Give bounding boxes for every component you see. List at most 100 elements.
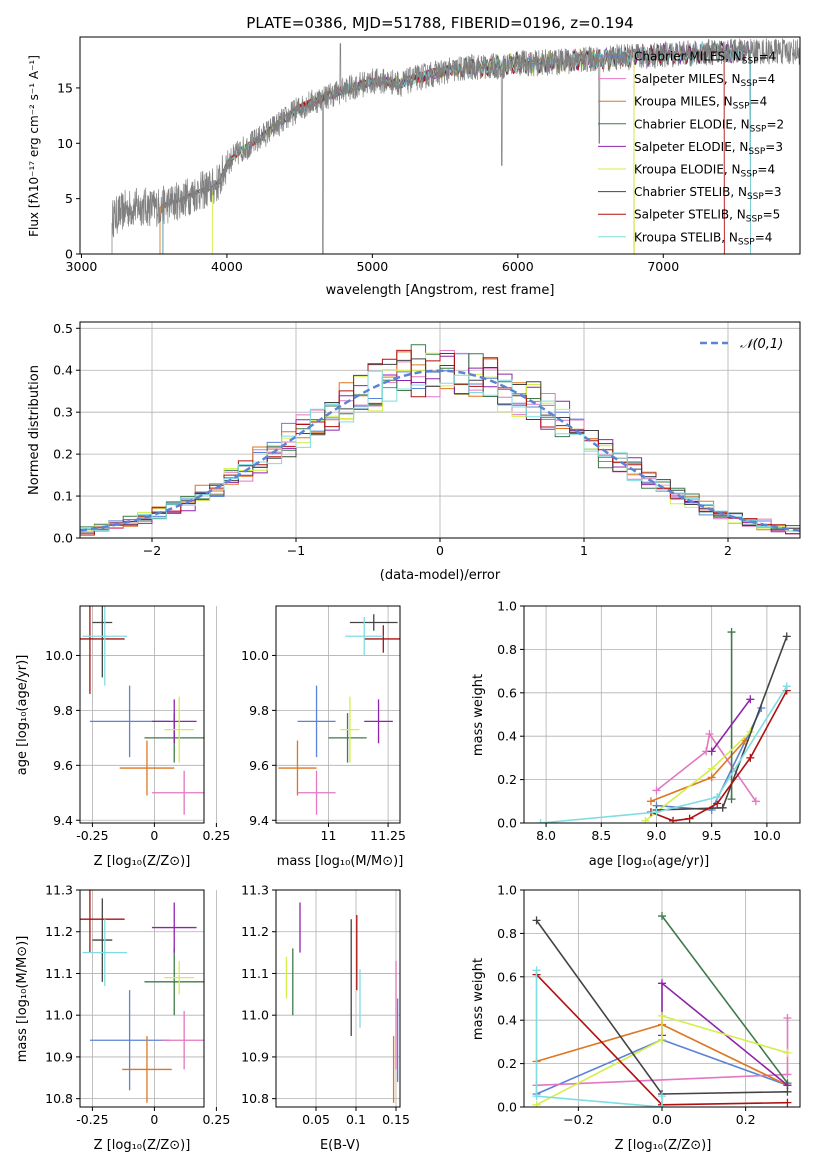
weight_vs_age-ytick-label: 0.4	[497, 729, 517, 744]
spectrum-xtick-label: 4000	[211, 259, 243, 274]
weight-point-marker	[707, 764, 716, 773]
legend-label: Chabrier ELODIE, NSSP=2	[634, 117, 784, 134]
legend-nssp: =4	[757, 72, 775, 86]
weight-point-marker	[658, 1035, 666, 1044]
mass_vs_Z-frame	[79, 889, 205, 1108]
weight-point-marker	[532, 1100, 541, 1107]
age_vs_mass-xtick-label: 11	[321, 828, 337, 843]
weight-point-marker	[658, 1011, 666, 1020]
weight-point-marker	[783, 1070, 792, 1079]
spectrum-xtick-label: 7000	[647, 259, 679, 274]
weight-z-xlabel: Z [log₁₀(Z/Z⊙)]	[615, 1138, 712, 1153]
legend-subscript: SSP	[733, 102, 750, 112]
spectrum-xtick-label: 3000	[66, 259, 98, 274]
weight-series-line	[656, 731, 757, 802]
mass_vs_Z-xtick-label: 0	[150, 1112, 158, 1127]
legend-nssp: =4	[757, 163, 775, 177]
weight_vs_age-ytick-label: 0.6	[497, 685, 517, 700]
weight-point-marker	[536, 819, 545, 823]
spectrum-frame	[79, 36, 801, 255]
age_vs_Z-xtick-label: -0.25	[76, 828, 108, 843]
spectrum-legend: Chabrier MILES, NSSP=4 Salpeter MILES, NS…	[598, 50, 784, 247]
age-vs-metallicity-panel: -0.25 0 0.25 9.4 9.6 9.8 10.0	[45, 605, 230, 843]
legend-label: Kroupa MILES, NSSP=4	[634, 95, 767, 112]
spectrum-ytick-label: 15	[57, 80, 73, 95]
weight-point-marker	[685, 814, 694, 823]
weight_vs_age-ytick-label: 1.0	[497, 599, 517, 614]
weight-point-marker	[658, 979, 666, 988]
legend-label: Kroupa STELIB, NSSP=4	[634, 230, 772, 247]
normal-legend-label: 𝒩(0,1)	[740, 337, 783, 352]
legend-subscript: SSP	[746, 215, 763, 225]
histogram-xtick-label: 0	[436, 543, 444, 558]
mass_vs_Z-ytick-label: 11.2	[45, 924, 73, 939]
weight-point-marker	[705, 730, 714, 739]
weight-point-marker	[669, 816, 678, 823]
observed-spectrum-line	[111, 38, 800, 254]
histogram-legend: 𝒩(0,1)	[700, 337, 783, 352]
weight_vs_age-ytick-label: 0.8	[497, 642, 517, 657]
histogram-ylabel: Normed distribution	[27, 365, 42, 495]
mass_vs_ebv-xtick-label: 0.15	[382, 1112, 410, 1127]
weight-point-marker	[746, 695, 755, 704]
mass_vs_ebv-ytick-label: 11.3	[241, 883, 269, 898]
mass_vs_Z-xtick-label: 0.25	[202, 1112, 230, 1127]
mass_vs_ebv-ytick-label: 10.9	[241, 1049, 269, 1064]
histogram-xtick-label: 2	[724, 543, 732, 558]
age_vs_mass-ytick-label: 9.8	[249, 703, 269, 718]
mass_vs_ebv-ytick-label: 11.2	[241, 924, 269, 939]
weight_vs_age-frame	[523, 605, 801, 824]
weight-point-marker	[532, 966, 541, 975]
mass_vs_ebv-ytick-label: 11.0	[241, 1008, 269, 1023]
mass-vs-extinction-panel: 0.05 0.1 0.15 10.8 10.9 11.0 11.1 11.2 11.3	[241, 883, 410, 1128]
weight_vs_age-xtick-label: 9.0	[647, 828, 667, 843]
age-vs-mass-panel: 11 11.25 9.4 9.6 9.8 10.0	[241, 605, 406, 843]
weight-series-line	[650, 690, 788, 822]
weight-series-line	[661, 915, 789, 1084]
spectrum-xlabel: wavelength [Angstrom, rest frame]	[326, 283, 555, 298]
spectrum-xtick-label: 5000	[356, 259, 388, 274]
weight-point-marker	[746, 753, 755, 762]
mass_vs_Z-ytick-label: 10.9	[45, 1049, 73, 1064]
weight-point-marker	[532, 916, 541, 925]
spectrum-ytick-label: 5	[65, 191, 73, 206]
histogram-plot-area	[80, 344, 800, 536]
weight_vs_Z-ytick-label: 1.0	[497, 883, 517, 898]
weight-point-marker	[658, 912, 666, 921]
mass_vs_ebv-xtick-label: 0.05	[302, 1112, 330, 1127]
weight-point-marker	[783, 1048, 792, 1057]
weight-point-marker	[658, 1103, 666, 1107]
age-mass-xlabel: mass [log₁₀(M/M⊙)]	[277, 854, 404, 869]
weight_vs_Z-plot-area	[532, 912, 792, 1107]
weight-point-marker	[707, 773, 716, 782]
weight-series-line	[711, 698, 751, 752]
weight_vs_Z-ytick-label: 0.6	[497, 969, 517, 984]
legend-subscript: SSP	[750, 124, 767, 134]
weight_vs_age-xtick-label: 10.0	[753, 828, 781, 843]
residual-histogram-panel: −2 −1 0 1 2 0.0 0.1 0.2 0.3 0.4 0.5	[53, 321, 801, 558]
mass_vs_ebv-plot-area	[285, 902, 399, 1103]
legend-label: Salpeter ELODIE, NSSP=3	[634, 140, 783, 157]
legend-nssp: =3	[765, 140, 783, 154]
figure-title: PLATE=0386, MJD=51788, FIBERID=0196, z=0…	[246, 14, 633, 32]
age-ylabel: age [log₁₀(age/yr)]	[15, 655, 30, 776]
legend-label: Chabrier MILES, NSSP=4	[634, 50, 776, 67]
weight_vs_Z-ytick-label: 0.0	[497, 1100, 517, 1115]
weight_vs_age-plot-area	[536, 628, 791, 823]
histogram-xtick-label: −1	[287, 543, 305, 558]
histogram-xtick-label: −2	[143, 543, 161, 558]
weight-series-line	[535, 970, 663, 1107]
weight-point-marker	[658, 1092, 666, 1101]
mass_vs_ebv-xtick-label: 0.1	[346, 1112, 366, 1127]
legend-nssp: =4	[750, 95, 768, 109]
weight_vs_age-ytick-label: 0.2	[497, 772, 517, 787]
weight-series-line	[536, 1014, 788, 1106]
weight-point-marker	[783, 1087, 792, 1096]
weight-series-line	[540, 685, 788, 823]
weight-point-marker	[707, 747, 716, 756]
legend-nssp: =4	[755, 230, 773, 244]
legend-subscript: SSP	[742, 57, 759, 67]
weight-point-marker	[783, 1098, 792, 1107]
normal-curve	[80, 369, 800, 532]
age_vs_Z-ytick-label: 9.4	[53, 813, 73, 828]
